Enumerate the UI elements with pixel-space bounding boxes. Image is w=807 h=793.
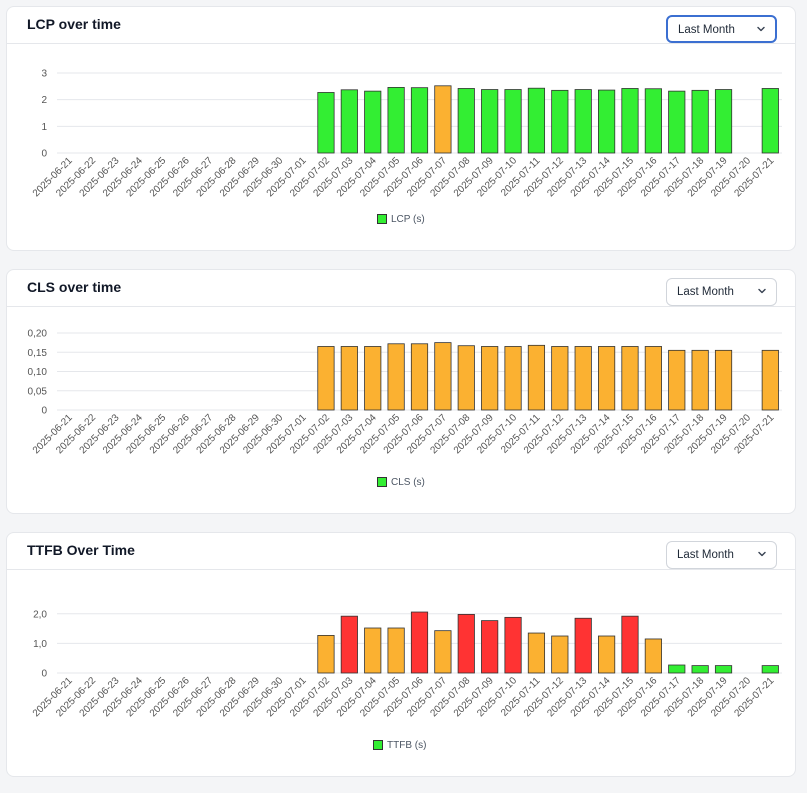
cls-bar-chart: 00,050,100,150,202025-06-212025-06-22202… bbox=[28, 329, 782, 456]
bar-2025-07-04[interactable] bbox=[364, 346, 382, 411]
legend-swatch bbox=[373, 740, 383, 750]
legend-swatch bbox=[377, 477, 387, 487]
y-tick-label: 3 bbox=[41, 69, 47, 80]
bar-2025-07-16[interactable] bbox=[644, 638, 662, 674]
chart-legend[interactable]: TTFB (s) bbox=[373, 738, 426, 752]
ttfb-card: TTFB Over Time Last Month 0 1,0 2,0 2025-06… bbox=[6, 532, 796, 777]
bar-2025-07-21[interactable] bbox=[761, 665, 779, 674]
bar-2025-07-10[interactable] bbox=[504, 346, 522, 411]
bar-2025-07-13[interactable] bbox=[574, 617, 592, 674]
period-select-value: Last Month bbox=[678, 24, 735, 36]
bar-2025-07-10[interactable] bbox=[504, 89, 522, 154]
chevron-down-icon bbox=[757, 26, 765, 32]
bar-2025-07-18[interactable] bbox=[691, 665, 709, 674]
bar-2025-07-04[interactable] bbox=[364, 90, 382, 154]
legend-label: LCP (s) bbox=[391, 213, 425, 225]
y-tick-label: 1,0 bbox=[33, 639, 47, 650]
bar-2025-07-17[interactable] bbox=[668, 664, 686, 674]
bar-2025-07-02[interactable] bbox=[317, 635, 335, 674]
bar-2025-07-09[interactable] bbox=[481, 346, 499, 411]
period-select[interactable]: Last Month bbox=[666, 541, 777, 569]
bar-2025-07-14[interactable] bbox=[598, 635, 616, 674]
card-header: LCP over time Last Month bbox=[7, 7, 795, 44]
bar-2025-07-06[interactable] bbox=[410, 611, 429, 674]
bar-2025-07-18[interactable] bbox=[691, 349, 709, 411]
bar-2025-07-03[interactable] bbox=[340, 615, 358, 674]
card-title: TTFB Over Time bbox=[27, 542, 135, 558]
card-header: TTFB Over Time Last Month bbox=[7, 533, 795, 570]
period-select[interactable]: Last Month bbox=[666, 15, 777, 43]
y-tick-label: 0,20 bbox=[28, 329, 48, 340]
bar-2025-07-09[interactable] bbox=[481, 620, 499, 674]
y-tick-label: 0 bbox=[41, 406, 47, 417]
ttfb-bar-chart: 01,02,02025-06-212025-06-222025-06-23202… bbox=[31, 609, 782, 719]
legend-label: CLS (s) bbox=[391, 476, 425, 488]
bar-2025-07-07[interactable] bbox=[434, 342, 452, 411]
bar-2025-07-11[interactable] bbox=[527, 87, 546, 154]
bar-2025-07-16[interactable] bbox=[644, 88, 662, 154]
card-title: LCP over time bbox=[27, 16, 121, 32]
card-header: CLS over time Last Month bbox=[7, 270, 795, 307]
bar-2025-07-08[interactable] bbox=[457, 345, 475, 411]
bar-2025-07-12[interactable] bbox=[551, 635, 569, 674]
legend-swatch bbox=[377, 214, 387, 224]
bar-2025-07-17[interactable] bbox=[668, 349, 686, 411]
bar-2025-07-15[interactable] bbox=[621, 346, 639, 411]
chart-legend[interactable]: CLS (s) bbox=[377, 475, 425, 489]
lcp-card: LCP over time Last Month 0 1 2 3 2025-06-21 2… bbox=[6, 6, 796, 251]
bar-2025-07-19[interactable] bbox=[714, 349, 733, 411]
y-tick-label: 0,05 bbox=[28, 386, 48, 397]
bar-2025-07-19[interactable] bbox=[714, 89, 733, 154]
bar-2025-07-11[interactable] bbox=[527, 344, 546, 411]
bar-2025-07-13[interactable] bbox=[574, 346, 592, 411]
bar-2025-07-21[interactable] bbox=[761, 349, 779, 411]
chevron-down-icon bbox=[758, 288, 766, 294]
bar-2025-07-16[interactable] bbox=[644, 346, 662, 411]
bar-2025-07-06[interactable] bbox=[410, 343, 429, 411]
bar-2025-07-04[interactable] bbox=[364, 627, 382, 674]
cls-card: CLS over time Last Month 0 0,05 0,10 0,15 0,… bbox=[6, 269, 796, 514]
period-select-value: Last Month bbox=[677, 549, 734, 561]
y-tick-label: 2,0 bbox=[33, 609, 47, 620]
legend-label: TTFB (s) bbox=[387, 739, 427, 751]
bar-2025-07-09[interactable] bbox=[481, 89, 499, 154]
bar-2025-07-03[interactable] bbox=[340, 346, 358, 411]
bar-2025-07-19[interactable] bbox=[714, 665, 733, 674]
bar-2025-07-12[interactable] bbox=[551, 89, 569, 154]
bar-2025-07-08[interactable] bbox=[457, 88, 475, 154]
bar-2025-07-02[interactable] bbox=[317, 346, 335, 411]
bar-2025-07-13[interactable] bbox=[574, 89, 592, 154]
y-tick-label: 0 bbox=[41, 669, 47, 680]
chart-legend[interactable]: LCP (s) bbox=[377, 212, 425, 226]
bar-2025-07-08[interactable] bbox=[457, 613, 475, 674]
bar-2025-07-07[interactable] bbox=[434, 85, 452, 154]
bar-2025-07-12[interactable] bbox=[551, 346, 569, 411]
card-title: CLS over time bbox=[27, 279, 122, 295]
bar-2025-07-15[interactable] bbox=[621, 615, 639, 674]
bar-2025-07-17[interactable] bbox=[668, 90, 686, 154]
bar-2025-07-05[interactable] bbox=[387, 627, 405, 674]
lcp-bar-chart: 01232025-06-212025-06-222025-06-232025-0… bbox=[31, 69, 782, 199]
bar-2025-07-02[interactable] bbox=[317, 92, 335, 154]
y-tick-label: 1 bbox=[41, 122, 47, 133]
y-tick-label: 0,15 bbox=[28, 348, 48, 359]
bar-2025-07-14[interactable] bbox=[598, 89, 616, 154]
bar-2025-07-14[interactable] bbox=[598, 346, 616, 411]
chevron-down-icon bbox=[758, 551, 766, 557]
bar-2025-07-05[interactable] bbox=[387, 87, 405, 154]
period-select[interactable]: Last Month bbox=[666, 278, 777, 306]
y-tick-label: 0,10 bbox=[28, 367, 48, 378]
bar-2025-07-18[interactable] bbox=[691, 89, 709, 154]
bar-2025-07-11[interactable] bbox=[527, 632, 546, 674]
period-select-value: Last Month bbox=[677, 286, 734, 298]
bar-2025-07-06[interactable] bbox=[410, 87, 429, 154]
bar-2025-07-15[interactable] bbox=[621, 88, 639, 154]
bar-2025-07-07[interactable] bbox=[434, 630, 452, 674]
y-tick-label: 0 bbox=[41, 149, 47, 160]
bar-2025-07-05[interactable] bbox=[387, 343, 405, 411]
bar-2025-07-21[interactable] bbox=[761, 88, 779, 154]
bar-2025-07-10[interactable] bbox=[504, 616, 522, 674]
y-tick-label: 2 bbox=[41, 95, 47, 106]
bar-2025-07-03[interactable] bbox=[340, 89, 358, 154]
